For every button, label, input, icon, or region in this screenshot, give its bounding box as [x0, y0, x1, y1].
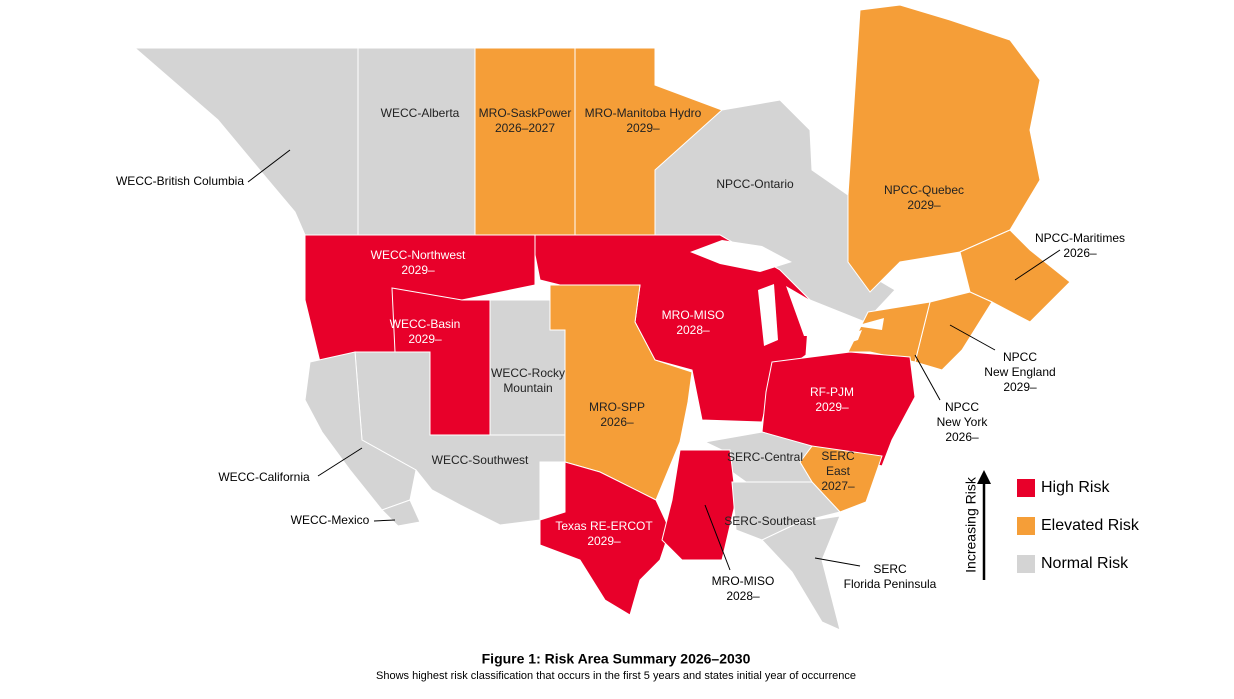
risk-arrow-head [977, 470, 991, 484]
leader-line [317, 447, 363, 477]
legend-label: Elevated Risk [1041, 517, 1140, 534]
region-label: 2029– [626, 121, 660, 135]
region-label: NPCC [945, 400, 979, 414]
lake [690, 240, 792, 272]
region [381, 499, 421, 527]
region-label: SERC-Southeast [724, 514, 816, 528]
region-label: WECC-Rocky [491, 366, 565, 380]
region-label: 2026– [945, 430, 979, 444]
region-label: MRO-Manitoba Hydro [585, 106, 702, 120]
region [539, 461, 671, 616]
legend-label: Normal Risk [1041, 555, 1129, 572]
region-label: WECC-Southwest [432, 453, 529, 467]
region-label: WECC-British Columbia [116, 174, 244, 188]
lake [786, 286, 822, 336]
legend-axis-label: Increasing Risk [963, 476, 979, 573]
region-label: SERC [873, 562, 907, 576]
legend-swatch [1017, 517, 1035, 535]
region-label: 2029– [815, 400, 849, 414]
region-label: New York [937, 415, 989, 429]
region-label: 2029– [1003, 380, 1037, 394]
leader-line [247, 149, 291, 183]
leader-line [704, 504, 731, 571]
caption-subtitle: Shows highest risk classification that o… [376, 670, 856, 682]
region-label: SERC-Central [727, 450, 803, 464]
region-label: NPCC-Maritimes [1035, 231, 1125, 245]
lake [758, 284, 778, 346]
labels: WECC-British Columbia WECC-Alberta MRO-Sas… [116, 106, 1125, 603]
legend: High Risk Elevated Risk Normal Risk [1017, 479, 1140, 573]
leader-line [914, 354, 941, 401]
region-label: RF-PJM [810, 385, 854, 399]
region-label: 2028– [676, 323, 710, 337]
legend-label: High Risk [1041, 479, 1110, 496]
region-label: NPCC [1003, 350, 1037, 364]
region [847, 4, 1041, 293]
region-label: MRO-MISO [712, 574, 775, 588]
region-label: WECC-Alberta [381, 106, 460, 120]
region [534, 234, 811, 423]
lake [812, 330, 862, 354]
region [133, 47, 359, 236]
region-label: New England [984, 365, 1055, 379]
region [661, 449, 737, 561]
region-label: 2026– [600, 415, 634, 429]
region-label: 2029– [907, 198, 941, 212]
region-label: Florida Peninsula [844, 577, 937, 591]
region-label: WECC-Mexico [291, 513, 370, 527]
region-label: Texas RE-ERCOT [555, 519, 653, 533]
lakes [690, 240, 884, 354]
region-label: WECC-California [218, 470, 310, 484]
region-label: 2029– [401, 263, 435, 277]
region-label: 2028– [726, 589, 760, 603]
region [761, 351, 916, 467]
region [357, 47, 476, 236]
region [761, 515, 841, 631]
region-label: Mountain [503, 381, 552, 395]
region-label: 2029– [587, 534, 621, 548]
region-label: NPCC-Quebec [884, 183, 964, 197]
legend-swatch [1017, 479, 1035, 497]
region-label: 2026– [1063, 246, 1097, 260]
leader-line [949, 324, 996, 351]
region-label: East [826, 464, 851, 478]
region-label: 2027– [821, 479, 855, 493]
region-label: 2026–2027 [495, 121, 555, 135]
region-label: WECC-Northwest [371, 248, 466, 262]
region-label: SERC [821, 449, 855, 463]
region-label: MRO-MISO [662, 308, 725, 322]
region [474, 47, 576, 236]
region [549, 284, 693, 501]
region-label: MRO-SPP [589, 400, 645, 414]
caption-title: Figure 1: Risk Area Summary 2026–2030 [482, 651, 751, 667]
region-label: WECC-Basin [390, 317, 461, 331]
region-label: MRO-SaskPower [479, 106, 572, 120]
legend-swatch [1017, 555, 1035, 573]
lake [855, 318, 884, 330]
leader-line [373, 519, 396, 522]
region-label: 2029– [408, 332, 442, 346]
leader-line [1014, 249, 1061, 281]
leader-line [814, 557, 861, 567]
regions [133, 4, 1071, 631]
region-label: NPCC-Ontario [716, 177, 794, 191]
